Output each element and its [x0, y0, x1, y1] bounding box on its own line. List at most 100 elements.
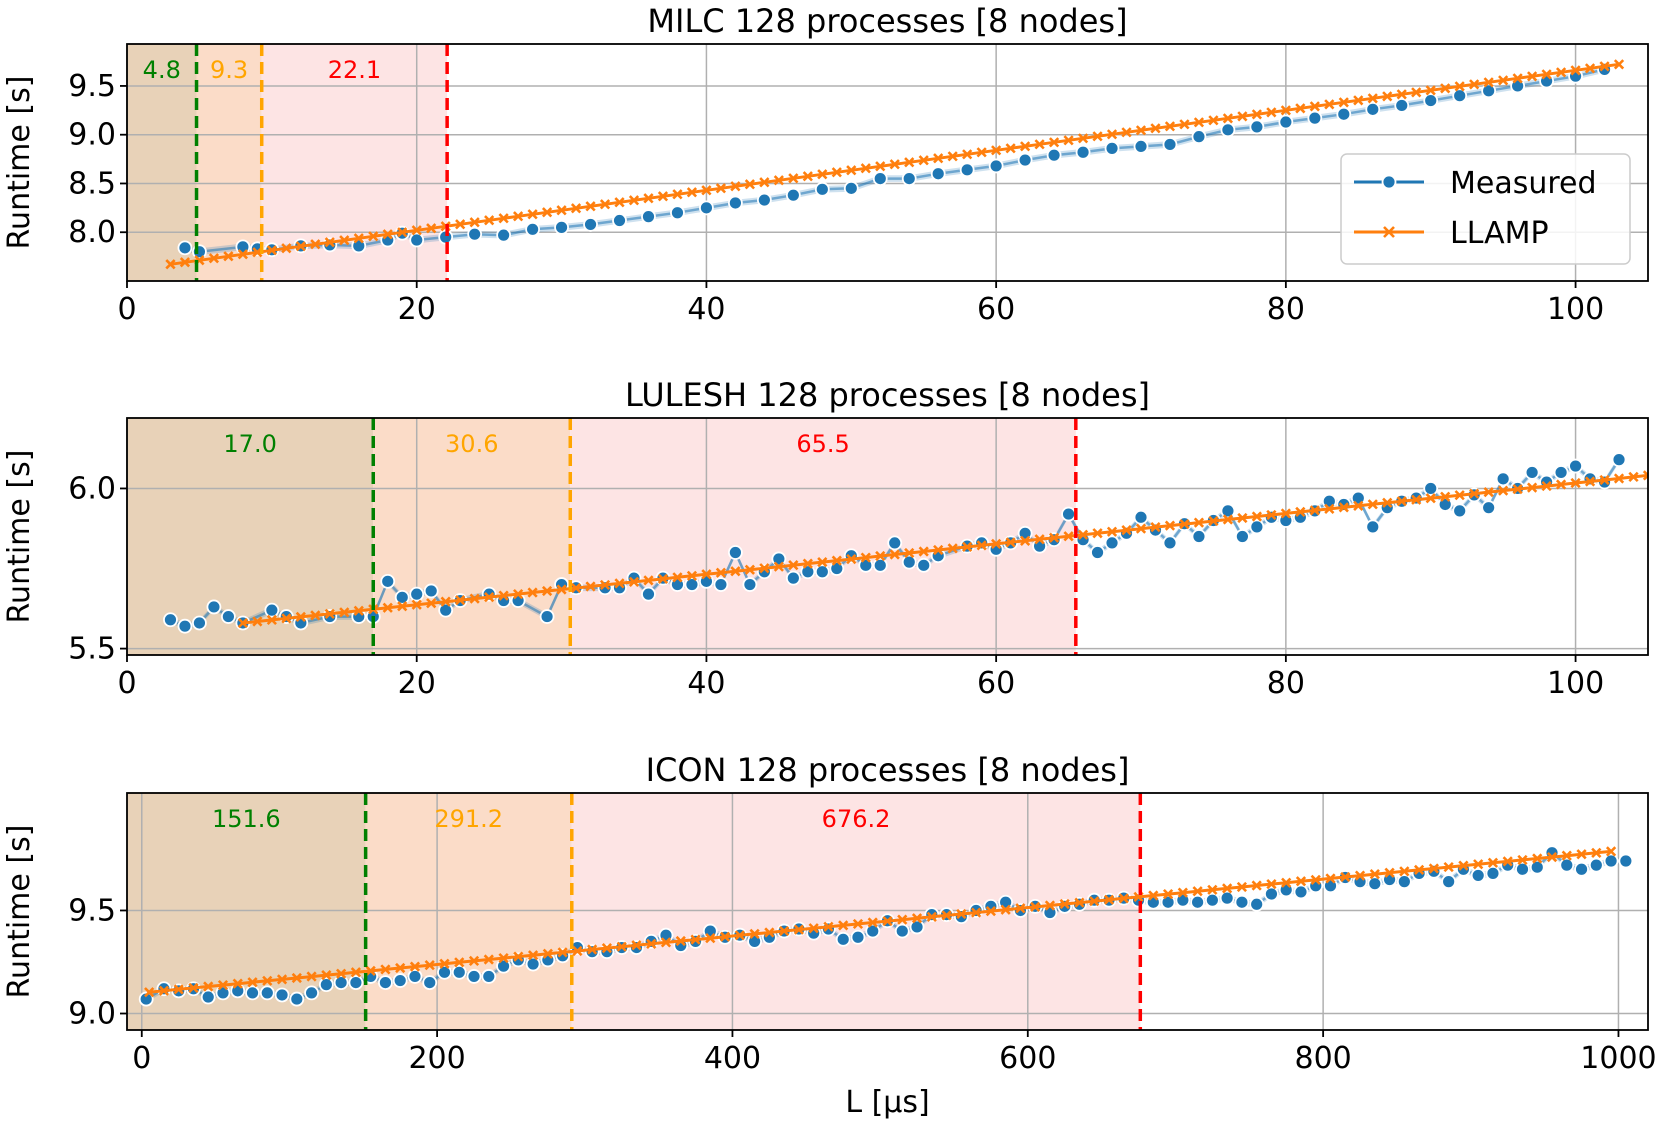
llamp-point [1517, 854, 1528, 866]
llamp-line [149, 849, 1612, 994]
measured-point [1481, 83, 1497, 99]
llamp-point [911, 913, 923, 924]
llamp-point [831, 167, 842, 178]
llamp-point [1512, 73, 1523, 84]
llamp-point [1222, 514, 1234, 525]
llamp-point [675, 935, 686, 947]
llamp-point [657, 191, 669, 202]
llamp-point [1613, 59, 1625, 70]
llamp-point [643, 193, 654, 204]
llamp-point [1092, 131, 1103, 142]
llamp-point [585, 201, 596, 212]
llamp-point [426, 223, 437, 234]
x-tick-label: 40 [687, 666, 725, 701]
llamp-point [395, 962, 406, 974]
measured-point [1235, 529, 1250, 544]
llamp-point [1483, 77, 1494, 88]
measured-point [713, 577, 729, 592]
llamp-point [1106, 526, 1118, 537]
llamp-point [926, 911, 937, 922]
x-tick-label: 100 [1547, 666, 1604, 701]
measured-point [423, 583, 439, 599]
llamp-point [353, 605, 364, 616]
measured-point [1133, 139, 1149, 154]
llamp-point [628, 195, 640, 206]
llamp-point [631, 940, 642, 951]
measured-point [1013, 903, 1028, 918]
llamp-point [1413, 864, 1425, 876]
llamp-point [295, 611, 306, 623]
llamp-point [1063, 531, 1074, 542]
measured-point [1057, 898, 1073, 914]
measured-point [643, 933, 659, 949]
measured-point [1524, 465, 1540, 480]
legend-llamp-marker [1383, 226, 1395, 238]
y-tick-label: 8.0 [68, 215, 116, 250]
llamp-point [1425, 493, 1436, 504]
llamp-point [1063, 135, 1074, 146]
x-tick-label: 60 [977, 292, 1015, 327]
measured-point [756, 192, 772, 208]
llamp-point [336, 968, 347, 979]
llamp-point [1266, 509, 1277, 521]
llamp-point [468, 955, 480, 967]
measured-point [206, 599, 222, 615]
llamp-point [614, 578, 625, 589]
x-tick-label: 80 [1267, 666, 1305, 701]
llamp-point [985, 906, 996, 917]
llamp-point [1135, 523, 1147, 534]
measured-point [901, 171, 917, 186]
llamp-point [1281, 877, 1292, 888]
measured-point [539, 609, 555, 624]
y-tick-label: 5.5 [68, 632, 116, 667]
llamp-point [527, 209, 538, 220]
llamp-point [440, 596, 451, 607]
llamp-point [1354, 870, 1366, 881]
llamp-point [730, 181, 741, 192]
legend-measured-marker [1381, 174, 1397, 190]
measured-point [1365, 101, 1381, 117]
chart-title: LULESH 128 processes [8 nodes] [625, 376, 1150, 414]
measured-point [192, 615, 207, 631]
measured-point [1104, 535, 1120, 551]
llamp-point [882, 915, 893, 927]
llamp-point [734, 930, 745, 941]
llamp-point [918, 155, 929, 166]
llamp-point [1411, 494, 1422, 505]
measured-point [1162, 535, 1178, 551]
llamp-point [1059, 898, 1070, 910]
legend-measured-label: Measured [1450, 166, 1597, 201]
x-tick-label: 400 [704, 1041, 761, 1076]
plot-area [165, 59, 1625, 270]
llamp-point [779, 925, 790, 937]
llamp-point [1599, 474, 1610, 486]
llamp-point [208, 253, 220, 264]
llamp-point [295, 241, 306, 252]
llamp-point [686, 187, 698, 198]
llamp-point [353, 233, 364, 244]
llamp-point [1367, 499, 1378, 510]
measured-point [274, 987, 290, 1003]
llamp-point [1384, 867, 1395, 878]
measured-point [1394, 98, 1410, 113]
llamp-point [1034, 534, 1045, 545]
measured-point [1191, 129, 1207, 145]
measured-point [138, 991, 154, 1007]
llamp-point [1526, 71, 1538, 82]
measured-point [742, 577, 758, 592]
llamp-point [1148, 890, 1159, 901]
measured-point [1382, 872, 1397, 887]
llamp-point [672, 189, 683, 200]
measured-point [1365, 519, 1381, 535]
llamp-point [1048, 532, 1060, 543]
llamp-point [831, 555, 842, 566]
llamp-point [838, 920, 849, 931]
measured-point [1529, 859, 1545, 875]
measured-point [670, 577, 685, 592]
llamp-point [1338, 502, 1349, 513]
llamp-point [889, 159, 900, 170]
measured-point [525, 956, 541, 972]
llamp-point [512, 588, 524, 600]
llamp-point [541, 207, 553, 218]
